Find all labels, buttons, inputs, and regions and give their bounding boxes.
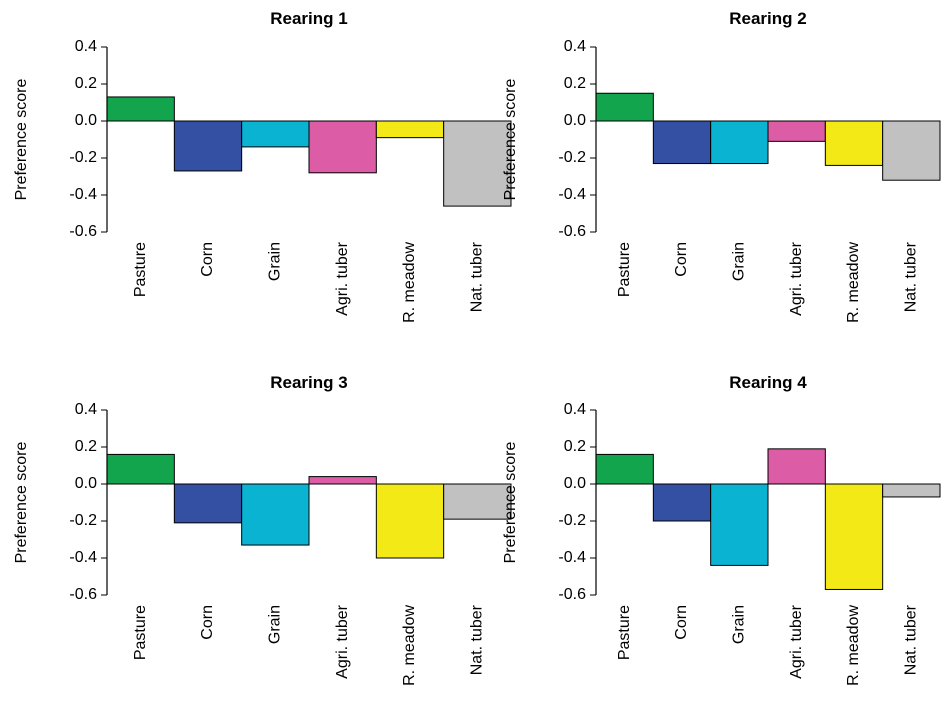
y-axis-label: Preference score xyxy=(502,441,519,563)
y-tick-label: -0.4 xyxy=(558,549,586,566)
bar xyxy=(824,483,884,590)
y-tick-label: 0.2 xyxy=(564,438,586,455)
y-tick-label: 0.0 xyxy=(75,112,97,129)
y-tick-label: 0.2 xyxy=(75,75,97,92)
bar xyxy=(767,120,826,142)
bar xyxy=(824,120,884,166)
bar xyxy=(173,120,243,172)
x-category-label: Pasture xyxy=(616,242,633,297)
y-tick-label: 0.2 xyxy=(75,438,97,455)
x-category-label: R. meadow xyxy=(401,605,418,686)
y-tick-label: -0.6 xyxy=(558,223,586,240)
y-tick-label: 0.0 xyxy=(75,475,97,492)
y-axis-label: Preference score xyxy=(13,78,30,200)
bar xyxy=(375,120,445,139)
x-category-label: Grain xyxy=(267,605,284,644)
y-tick-label: -0.2 xyxy=(69,512,97,529)
chart-panel: Rearing 1 Preference score 0.4 0.2 0.0 -0.2 -0… xyxy=(13,9,512,323)
x-category-label: Pasture xyxy=(132,605,149,660)
chart-panel: Rearing 2 Preference score 0.4 0.2 0.0 -0.2 -0… xyxy=(502,9,941,323)
y-tick-label: -0.4 xyxy=(69,186,97,203)
x-category-label: Agri. tuber xyxy=(334,241,351,315)
bar xyxy=(882,483,941,498)
chart-panel: Rearing 3 Preference score 0.4 0.2 0.0 -0.2 -0… xyxy=(13,373,512,686)
bar xyxy=(241,120,310,148)
x-category-label: R. meadow xyxy=(845,242,862,323)
x-category-label: Grain xyxy=(731,242,748,281)
bar xyxy=(652,120,712,165)
x-category-label: Grain xyxy=(731,605,748,644)
bar xyxy=(710,120,769,165)
bar xyxy=(308,120,377,174)
x-category-label: Nat. tuber xyxy=(903,241,920,312)
y-tick-label: -0.6 xyxy=(69,586,97,603)
y-tick-label: 0.0 xyxy=(564,475,586,492)
x-category-label: Nat. tuber xyxy=(903,604,920,675)
bar xyxy=(443,120,512,207)
bar xyxy=(443,483,512,520)
y-tick-label: -0.6 xyxy=(69,223,97,240)
x-category-label: R. meadow xyxy=(845,605,862,686)
y-tick-label: 0.0 xyxy=(564,112,586,129)
chart-title: Rearing 3 xyxy=(270,373,347,392)
y-tick-label: 0.4 xyxy=(75,401,97,418)
bar xyxy=(882,120,941,181)
bar xyxy=(241,483,310,546)
y-tick-label: -0.4 xyxy=(558,186,586,203)
bar xyxy=(106,453,175,485)
x-category-label: R. meadow xyxy=(401,242,418,323)
bar xyxy=(652,483,712,522)
chart-panel: Rearing 4 Preference score 0.4 0.2 0.0 -0.2 -0… xyxy=(502,373,941,686)
y-tick-label: 0.2 xyxy=(564,75,586,92)
bar xyxy=(173,483,243,524)
x-category-label: Agri. tuber xyxy=(788,604,805,678)
y-axis-label: Preference score xyxy=(13,441,30,563)
bar xyxy=(710,483,769,566)
x-category-label: Nat. tuber xyxy=(469,241,486,312)
bar xyxy=(106,96,175,122)
chart-title: Rearing 2 xyxy=(729,9,806,28)
x-category-label: Corn xyxy=(673,242,690,277)
x-category-label: Corn xyxy=(673,605,690,640)
y-tick-label: -0.6 xyxy=(558,586,586,603)
y-tick-label: 0.4 xyxy=(75,38,97,55)
y-tick-label: 0.4 xyxy=(564,38,586,55)
chart-title: Rearing 4 xyxy=(729,373,807,392)
y-tick-label: -0.2 xyxy=(69,149,97,166)
bar xyxy=(375,483,445,559)
y-tick-label: -0.2 xyxy=(558,149,586,166)
bar xyxy=(308,476,377,485)
x-category-label: Agri. tuber xyxy=(334,604,351,678)
bar xyxy=(767,448,826,485)
x-category-label: Corn xyxy=(199,242,216,277)
x-category-label: Agri. tuber xyxy=(788,241,805,315)
y-tick-label: -0.4 xyxy=(69,549,97,566)
bar xyxy=(595,92,654,122)
x-category-label: Pasture xyxy=(132,242,149,297)
x-category-label: Grain xyxy=(267,242,284,281)
chart-title: Rearing 1 xyxy=(270,9,347,28)
y-axis-label: Preference score xyxy=(502,78,519,200)
bar xyxy=(595,453,654,485)
y-tick-label: 0.4 xyxy=(564,401,586,418)
x-category-label: Corn xyxy=(199,605,216,640)
y-tick-label: -0.2 xyxy=(558,512,586,529)
x-category-label: Nat. tuber xyxy=(469,604,486,675)
x-category-label: Pasture xyxy=(616,605,633,660)
